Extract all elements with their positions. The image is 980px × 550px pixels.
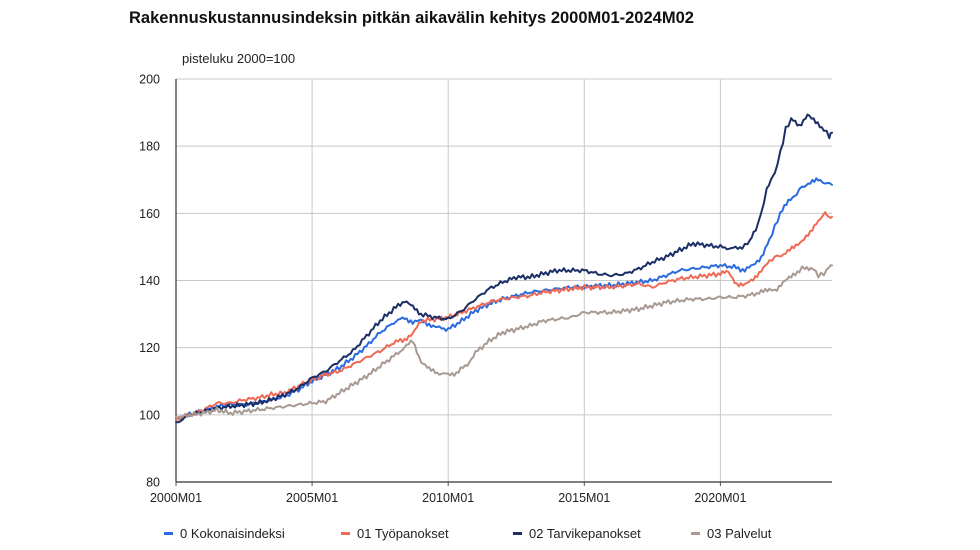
series-line-01-työpanokset	[175, 211, 833, 422]
chart-title: Rakennuskustannusindeksin pitkän aikaväl…	[129, 9, 694, 27]
legend-swatch	[513, 532, 522, 535]
legend-swatch	[341, 532, 350, 535]
axes	[175, 79, 832, 486]
legend-item: 02 Tarvikepanokset	[513, 526, 641, 541]
y-axis-unit-label: pisteluku 2000=100	[182, 51, 296, 66]
y-tick-label: 80	[146, 476, 160, 490]
y-tick-label: 200	[139, 73, 160, 87]
x-tick-label: 2020M01	[694, 491, 746, 505]
chart-legend: 0 Kokonaisindeksi 01 Työpanokset 02 Tarvik…	[0, 526, 980, 546]
legend-label: 02 Tarvikepanokset	[529, 526, 641, 541]
x-tick-label: 2015M01	[558, 491, 610, 505]
y-tick-label: 140	[139, 274, 160, 288]
legend-label: 01 Työpanokset	[357, 526, 449, 541]
legend-label: 0 Kokonaisindeksi	[180, 526, 285, 541]
series-lines	[175, 113, 833, 424]
x-tick-label: 2005M01	[286, 491, 338, 505]
x-tick-label: 2010M01	[422, 491, 474, 505]
tick-labels: 80 100 120 140 160 180 200 2000M01 2005M01 2010M0…	[139, 73, 746, 506]
y-tick-label: 120	[139, 341, 160, 355]
series-line-02-tarvikepanokset	[175, 113, 833, 424]
series-line-03-palvelut	[175, 264, 833, 421]
grid-lines	[176, 78, 832, 482]
y-tick-label: 100	[139, 408, 160, 422]
legend-swatch	[691, 532, 700, 535]
y-tick-label: 160	[139, 207, 160, 221]
legend-label: 03 Palvelut	[707, 526, 772, 541]
x-tick-label: 2000M01	[150, 491, 202, 505]
y-tick-label: 180	[139, 140, 160, 154]
legend-item: 01 Työpanokset	[341, 526, 449, 541]
legend-item: 0 Kokonaisindeksi	[164, 526, 285, 541]
legend-item: 03 Palvelut	[691, 526, 771, 541]
legend-swatch	[164, 532, 173, 535]
